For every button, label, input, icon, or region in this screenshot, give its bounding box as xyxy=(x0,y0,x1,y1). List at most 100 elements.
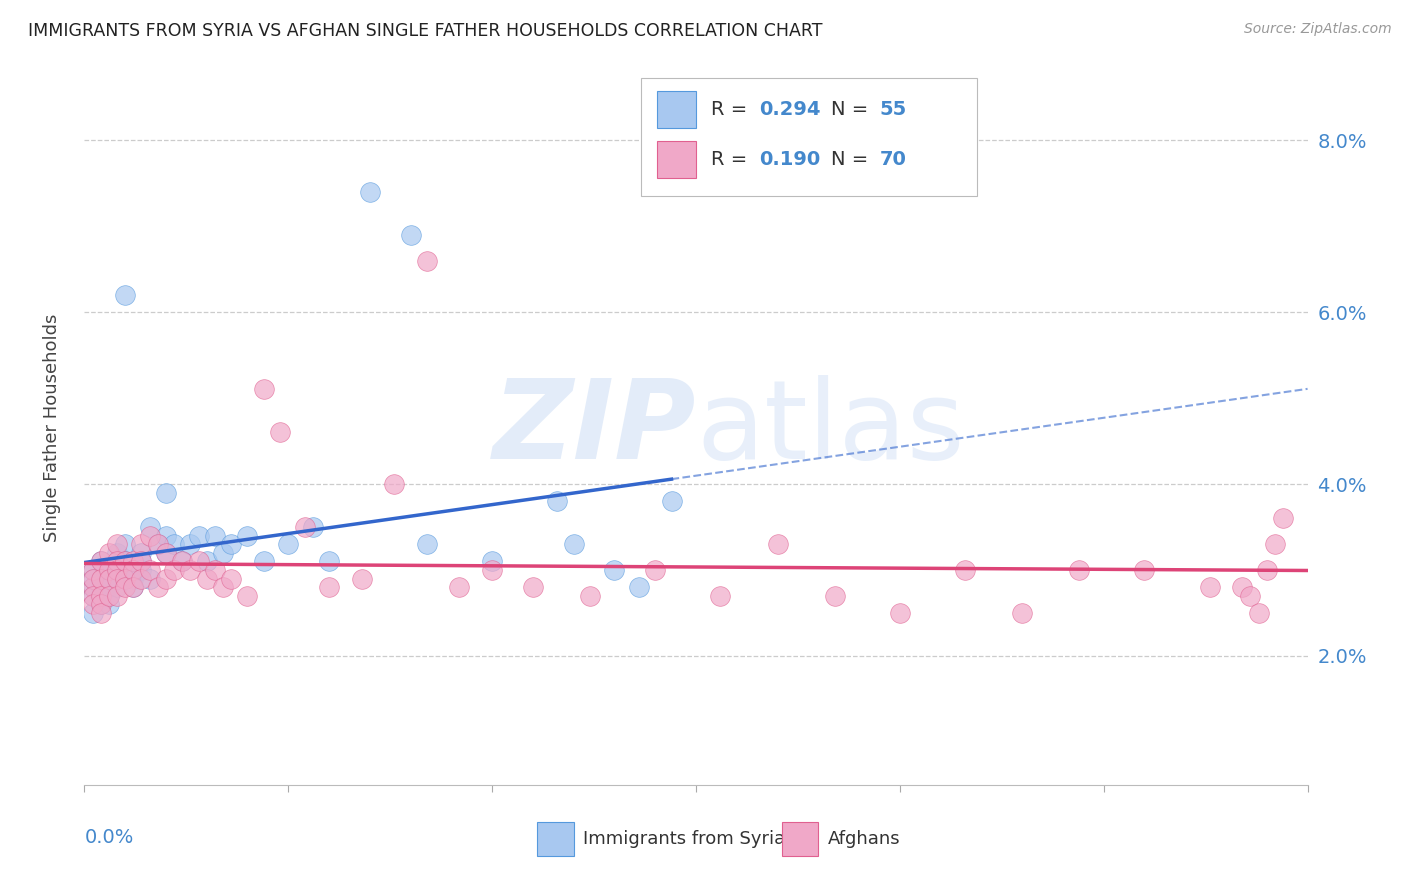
Point xyxy=(138,572,160,586)
Point xyxy=(131,537,153,551)
Point xyxy=(277,537,299,551)
Point xyxy=(97,572,120,586)
Point xyxy=(1232,580,1254,594)
Point xyxy=(90,598,112,612)
Y-axis label: Single Father Households: Single Father Households xyxy=(42,314,60,542)
Text: Immigrants from Syria: Immigrants from Syria xyxy=(583,830,786,848)
Point xyxy=(122,563,145,577)
Point xyxy=(212,546,235,560)
Point xyxy=(824,589,846,603)
Point xyxy=(82,580,104,594)
Point xyxy=(179,537,201,551)
Point xyxy=(359,185,381,199)
Point xyxy=(131,554,153,568)
Point xyxy=(661,494,683,508)
Point xyxy=(1011,606,1033,620)
Point xyxy=(105,563,128,577)
Point xyxy=(644,563,666,577)
Bar xyxy=(537,822,574,856)
Point xyxy=(105,537,128,551)
Point xyxy=(627,580,650,594)
Point xyxy=(82,572,104,586)
Point xyxy=(416,253,439,268)
Text: ZIP: ZIP xyxy=(492,375,696,482)
Point xyxy=(90,589,112,603)
Point xyxy=(253,383,276,397)
Point xyxy=(481,554,503,568)
Point xyxy=(236,589,259,603)
Point xyxy=(122,563,145,577)
Point xyxy=(1239,589,1261,603)
Point xyxy=(90,606,112,620)
Text: 0.190: 0.190 xyxy=(759,150,821,169)
Point xyxy=(82,589,104,603)
Text: 0.294: 0.294 xyxy=(759,100,821,119)
Point xyxy=(131,554,153,568)
Point xyxy=(97,563,120,577)
Point xyxy=(449,580,471,594)
Point xyxy=(82,606,104,620)
Point xyxy=(131,572,153,586)
Point xyxy=(172,554,194,568)
Point xyxy=(318,554,340,568)
Point xyxy=(105,572,128,586)
Text: IMMIGRANTS FROM SYRIA VS AFGHAN SINGLE FATHER HOUSEHOLDS CORRELATION CHART: IMMIGRANTS FROM SYRIA VS AFGHAN SINGLE F… xyxy=(28,22,823,40)
Point xyxy=(82,580,104,594)
Point xyxy=(146,580,169,594)
Point xyxy=(301,520,323,534)
Point xyxy=(122,554,145,568)
Point xyxy=(105,546,128,560)
Point xyxy=(603,563,626,577)
Point xyxy=(114,537,136,551)
Point xyxy=(522,580,544,594)
Point xyxy=(155,546,177,560)
Point xyxy=(131,563,153,577)
Point xyxy=(105,563,128,577)
Point xyxy=(97,589,120,603)
Point xyxy=(82,589,104,603)
Point xyxy=(138,563,160,577)
Point xyxy=(350,572,373,586)
Point xyxy=(172,554,194,568)
Point xyxy=(138,528,160,542)
Point xyxy=(219,572,242,586)
Point xyxy=(204,528,226,542)
Point xyxy=(1256,563,1278,577)
Point xyxy=(195,572,218,586)
Text: atlas: atlas xyxy=(696,375,965,482)
Point xyxy=(122,580,145,594)
Point xyxy=(146,537,169,551)
Point xyxy=(114,580,136,594)
Text: 70: 70 xyxy=(880,150,907,169)
Point xyxy=(97,563,120,577)
Text: R =: R = xyxy=(710,150,754,169)
Point xyxy=(82,572,104,586)
Point xyxy=(546,494,568,508)
Point xyxy=(90,580,112,594)
Point xyxy=(105,589,128,603)
Point xyxy=(97,598,120,612)
FancyBboxPatch shape xyxy=(641,78,977,196)
Point xyxy=(114,554,136,568)
Point xyxy=(1247,606,1270,620)
Point xyxy=(114,572,136,586)
Point xyxy=(766,537,789,551)
Point xyxy=(579,589,602,603)
Point xyxy=(122,572,145,586)
Point xyxy=(219,537,242,551)
Point xyxy=(90,598,112,612)
Point xyxy=(155,546,177,560)
Point xyxy=(187,528,209,542)
Point xyxy=(97,546,120,560)
Point xyxy=(709,589,731,603)
Point xyxy=(416,537,439,551)
Point xyxy=(131,546,153,560)
Point xyxy=(204,563,226,577)
Point xyxy=(382,477,405,491)
Point xyxy=(105,580,128,594)
Point xyxy=(1264,537,1286,551)
Point xyxy=(146,537,169,551)
Bar xyxy=(657,91,696,128)
Point xyxy=(269,425,291,440)
Point xyxy=(90,572,112,586)
